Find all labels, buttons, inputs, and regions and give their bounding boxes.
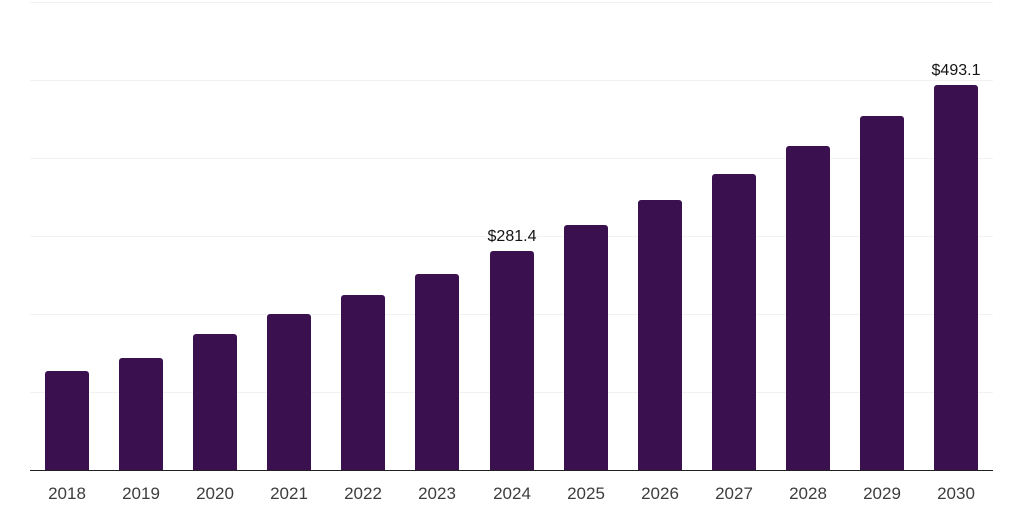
x-tick-2029: 2029 <box>863 484 901 503</box>
gridline-400 <box>30 158 993 159</box>
gridline-600 <box>30 2 993 3</box>
bar-2018 <box>45 371 89 470</box>
gridline-300 <box>30 236 993 237</box>
plot-area <box>30 2 993 471</box>
x-tick-2022: 2022 <box>344 484 382 503</box>
x-tick-2021: 2021 <box>270 484 308 503</box>
x-tick-2026: 2026 <box>641 484 679 503</box>
x-tick-2018: 2018 <box>48 484 86 503</box>
x-tick-2030: 2030 <box>937 484 975 503</box>
x-tick-2025: 2025 <box>567 484 605 503</box>
x-tick-2024: 2024 <box>493 484 531 503</box>
bar-2021 <box>267 314 311 470</box>
gridline-500 <box>30 80 993 81</box>
bar-2029 <box>860 116 904 470</box>
bar-2019 <box>119 358 163 470</box>
bar-2025 <box>564 225 608 470</box>
x-tick-2019: 2019 <box>122 484 160 503</box>
x-tick-2020: 2020 <box>196 484 234 503</box>
bar-2023 <box>415 274 459 470</box>
bar-2028 <box>786 146 830 470</box>
bar-2022 <box>341 295 385 470</box>
bar-2020 <box>193 334 237 470</box>
value-label-2024: $281.4 <box>487 228 537 245</box>
x-axis-line <box>30 470 993 471</box>
bar-2027 <box>712 174 756 470</box>
bar-2030 <box>934 85 978 470</box>
bar-2026 <box>638 200 682 470</box>
value-label-2030: $493.1 <box>931 62 981 79</box>
bar-2024 <box>490 251 534 470</box>
x-tick-2023: 2023 <box>418 484 456 503</box>
x-tick-2028: 2028 <box>789 484 827 503</box>
x-tick-2027: 2027 <box>715 484 753 503</box>
